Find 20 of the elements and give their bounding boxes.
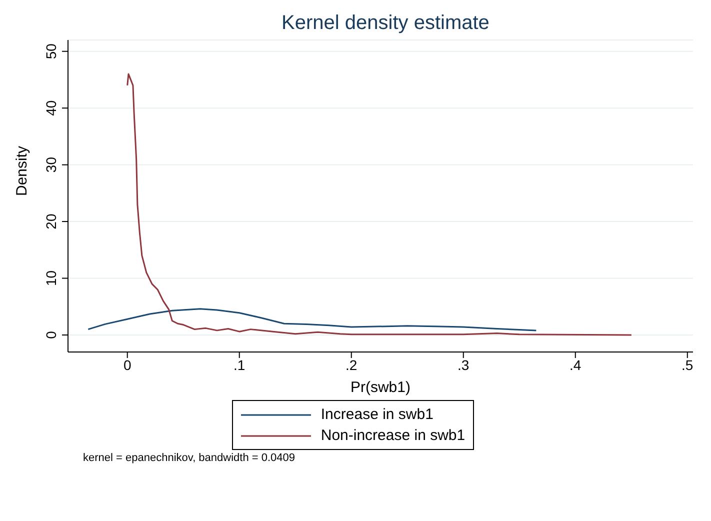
x-tick-label: 0 xyxy=(123,356,132,373)
y-tick-label: 40 xyxy=(43,100,59,116)
line-series xyxy=(126,73,632,336)
legend-label: Non-increase in swb1 xyxy=(320,426,466,446)
y-tick-label: 0 xyxy=(43,330,59,339)
x-tick-label: .3 xyxy=(458,356,470,373)
legend-label: Increase in swb1 xyxy=(320,405,434,425)
x-tick-label: .1 xyxy=(234,356,246,373)
y-tick-label: 50 xyxy=(43,43,59,60)
x-tick-label: .2 xyxy=(346,356,358,373)
x-tick-label: .4 xyxy=(570,356,582,373)
chart-title: Kernel density estimate xyxy=(280,11,490,35)
y-tick-label: 10 xyxy=(43,270,59,286)
text: kernel = epanechnikov, bandwidth = 0.0409 xyxy=(82,451,296,464)
x-tick-label: .5 xyxy=(682,356,694,373)
y-tick-label: 30 xyxy=(43,156,59,173)
y-axis-title: Density xyxy=(13,145,30,196)
y-tick-label: 20 xyxy=(43,214,59,230)
x-axis-title: Pr(swb1) xyxy=(350,379,411,396)
line-series xyxy=(87,308,537,332)
